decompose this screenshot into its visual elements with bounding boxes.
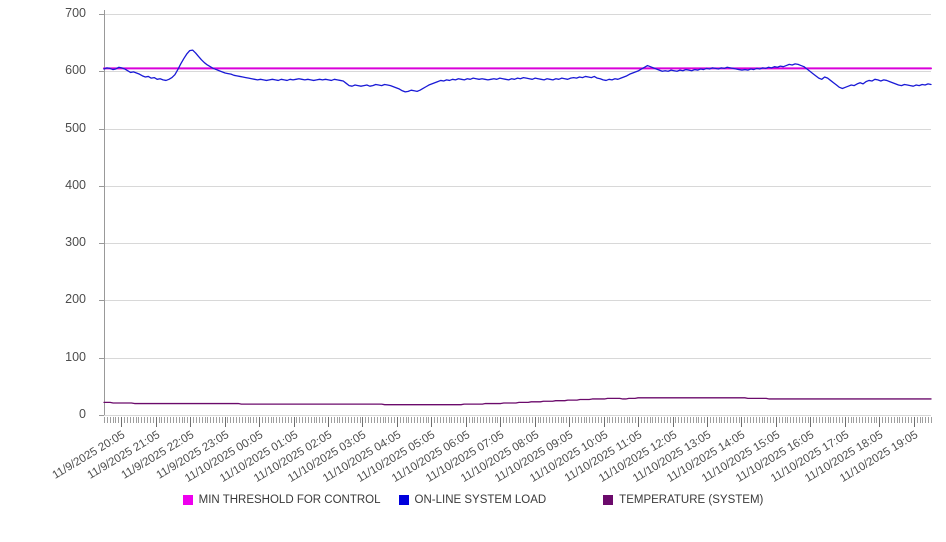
legend-item[interactable]: ON-LINE SYSTEM LOAD	[398, 494, 547, 506]
y-axis-tick-label: 400	[65, 177, 86, 192]
legend-item[interactable]: TEMPERATURE (SYSTEM)	[603, 494, 763, 506]
series-line-temperature-system	[103, 397, 932, 406]
legend-item[interactable]: MIN THRESHOLD FOR CONTROL	[182, 494, 381, 506]
legend-label: TEMPERATURE (SYSTEM)	[619, 494, 764, 506]
legend-color-swatch-icon	[182, 495, 193, 505]
series-line-on-line-system-load	[103, 49, 932, 93]
y-axis-tick-label: 700	[65, 6, 86, 20]
x-axis-minor-ticks	[104, 417, 932, 423]
chart-plot-area	[99, 10, 932, 427]
legend-color-swatch-icon	[603, 495, 614, 505]
x-axis-major-ticks	[120, 417, 916, 427]
chart-legend: MIN THRESHOLD FOR CONTROL ON-LINE SYSTEM …	[0, 494, 946, 506]
y-axis-tick-label: 500	[65, 120, 86, 135]
y-axis-tick-label: 0	[79, 407, 86, 421]
y-axis-tick-label: 300	[65, 235, 86, 250]
legend-label: MIN THRESHOLD FOR CONTROL	[198, 494, 381, 506]
line-chart: 0 100 200 300 400 500 600 700 11/9/2025 20:05 11…	[0, 6, 946, 506]
legend-label: ON-LINE SYSTEM LOAD	[414, 494, 547, 506]
y-axis-tick-label: 600	[65, 63, 86, 78]
y-axis-tick-label: 200	[65, 292, 86, 307]
legend-color-swatch-icon	[398, 495, 409, 505]
series-lines	[103, 49, 932, 406]
y-axis-tick-label: 100	[65, 349, 86, 364]
gridlines	[99, 14, 931, 416]
axis-lines	[104, 10, 931, 416]
